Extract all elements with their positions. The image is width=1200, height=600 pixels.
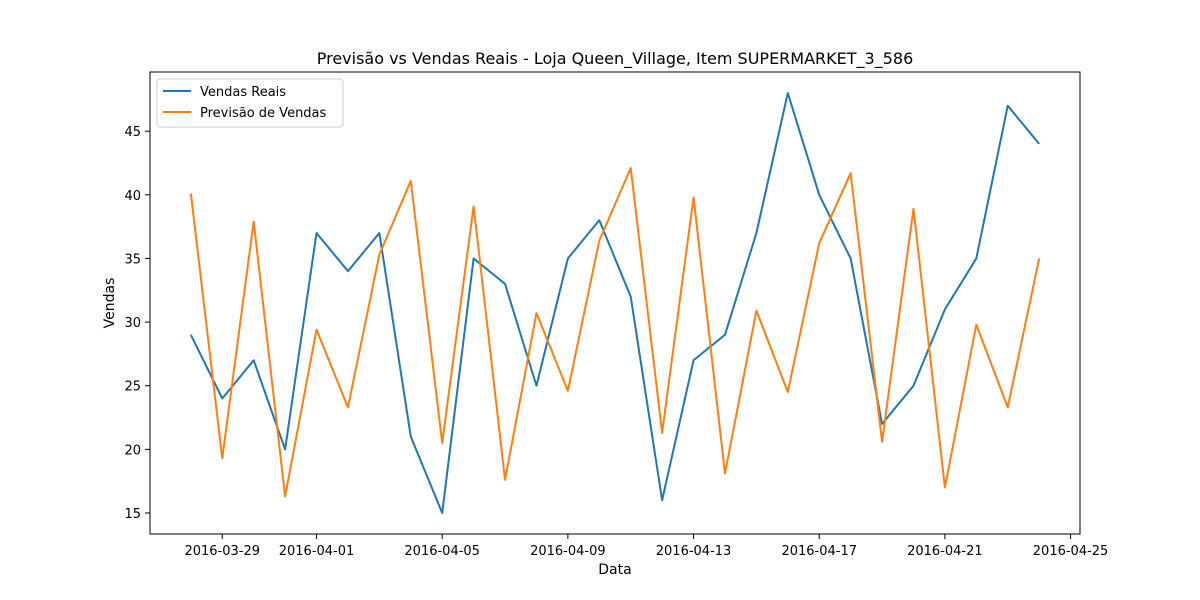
y-tick-label: 20 [124,443,141,458]
x-tick-label: 2016-04-09 [530,544,606,559]
y-tick-label: 45 [124,125,141,140]
x-axis: 2016-03-29 2016-04-01 2016-04-05 2016-04-09… [184,534,1108,559]
y-tick-label: 25 [124,380,141,395]
chart-title: Previsão vs Vendas Reais - Loja Queen_Vi… [317,49,914,69]
y-tick-label: 35 [124,252,141,267]
x-axis-label: Data [598,562,631,578]
legend: Vendas Reais Previsão de Vendas [156,78,344,128]
series-line-1 [189,92,1040,514]
x-tick-label: 2016-04-25 [1033,544,1109,559]
y-axis-label: Vendas [102,278,118,329]
y-axis: 15 20 25 30 35 40 45 [124,125,150,522]
y-tick-label: 15 [124,507,141,522]
x-tick-label: 2016-04-05 [404,544,480,559]
x-tick-label: 2016-04-13 [656,544,732,559]
legend-label-1: Vendas Reais [200,85,286,100]
series-line-2 [189,167,1041,498]
series-layer [189,92,1041,514]
legend-label-2: Previsão de Vendas [200,106,327,121]
y-tick-label: 40 [124,189,141,204]
legend-box [156,78,344,128]
x-tick-label: 2016-04-21 [907,544,983,559]
x-tick-label: 2016-04-01 [279,544,355,559]
x-tick-label: 2016-03-29 [184,544,260,559]
plot-frame [149,71,1081,535]
y-tick-label: 30 [124,316,141,331]
x-tick-label: 2016-04-17 [781,544,857,559]
